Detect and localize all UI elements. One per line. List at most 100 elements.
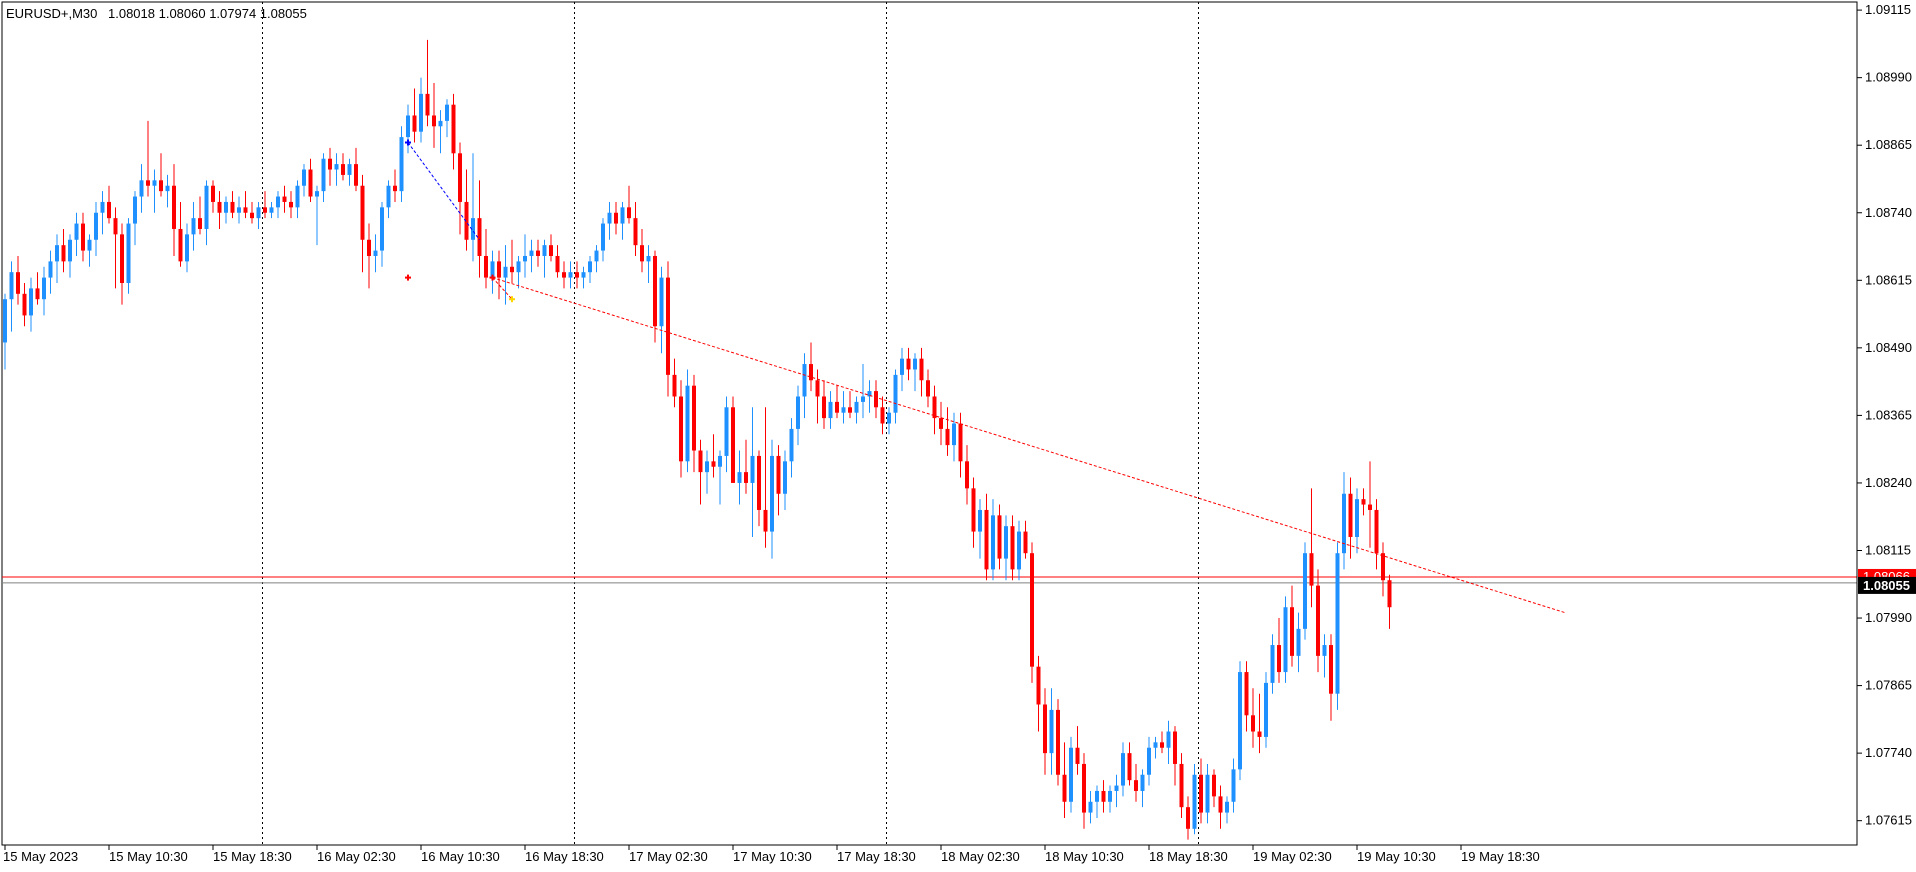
candle[interactable] xyxy=(906,347,911,381)
candle[interactable] xyxy=(802,353,807,419)
candle[interactable] xyxy=(1023,520,1028,559)
candle[interactable] xyxy=(835,385,839,419)
candle[interactable] xyxy=(874,380,878,419)
candle[interactable] xyxy=(848,391,852,419)
candle[interactable] xyxy=(1199,758,1203,824)
candle[interactable] xyxy=(555,245,560,278)
candle[interactable] xyxy=(1160,731,1164,754)
candle[interactable] xyxy=(74,212,79,256)
candle[interactable] xyxy=(984,493,989,581)
candle[interactable] xyxy=(22,283,27,327)
candle[interactable] xyxy=(1387,574,1392,629)
candle[interactable] xyxy=(620,201,625,240)
trade-marker[interactable] xyxy=(489,274,496,281)
candle[interactable] xyxy=(880,396,885,435)
candle[interactable] xyxy=(796,385,800,446)
candle[interactable] xyxy=(679,380,683,478)
candle[interactable] xyxy=(1205,763,1210,824)
candle[interactable] xyxy=(581,266,586,289)
candle[interactable] xyxy=(672,358,677,408)
candle[interactable] xyxy=(646,245,651,283)
candle[interactable] xyxy=(1101,780,1106,813)
candle[interactable] xyxy=(360,174,365,273)
price-axis[interactable]: 1.09115 1.08990 1.08865 1.08740 1.08615 1.084… xyxy=(1856,2,1912,845)
trade-marker[interactable] xyxy=(405,139,411,146)
candle[interactable] xyxy=(991,499,995,581)
candle[interactable] xyxy=(1355,488,1359,554)
candle[interactable] xyxy=(822,380,826,429)
candle[interactable] xyxy=(1303,542,1307,640)
candle[interactable] xyxy=(276,191,280,219)
candle[interactable] xyxy=(919,347,924,397)
candle[interactable] xyxy=(744,439,748,494)
candle[interactable] xyxy=(1179,753,1184,818)
candle[interactable] xyxy=(594,245,599,273)
candle[interactable] xyxy=(373,234,378,273)
candle[interactable] xyxy=(750,407,755,537)
candle[interactable] xyxy=(198,196,202,235)
candle[interactable] xyxy=(1335,542,1340,710)
candle[interactable] xyxy=(3,293,7,370)
candle[interactable] xyxy=(737,450,742,505)
candle[interactable] xyxy=(724,396,729,473)
candle[interactable] xyxy=(861,364,865,419)
candle[interactable] xyxy=(328,147,332,186)
candle[interactable] xyxy=(1030,542,1034,683)
candle[interactable] xyxy=(42,266,46,316)
candle[interactable] xyxy=(1244,661,1249,732)
candle[interactable] xyxy=(282,185,287,213)
candle[interactable] xyxy=(549,234,553,262)
candle[interactable] xyxy=(952,412,956,462)
candle[interactable] xyxy=(289,191,293,219)
candle[interactable] xyxy=(172,164,176,256)
candle[interactable] xyxy=(1251,688,1255,748)
candle[interactable] xyxy=(698,439,703,505)
candle[interactable] xyxy=(393,169,397,202)
candle[interactable] xyxy=(562,261,566,289)
candle[interactable] xyxy=(185,223,189,273)
candle[interactable] xyxy=(471,153,475,262)
candle[interactable] xyxy=(568,261,573,289)
candle[interactable] xyxy=(1374,499,1379,570)
candle[interactable] xyxy=(1238,661,1242,781)
candle[interactable] xyxy=(1322,634,1327,678)
candle[interactable] xyxy=(1296,612,1301,673)
candle[interactable] xyxy=(211,180,215,213)
candle[interactable] xyxy=(432,83,436,148)
candle[interactable] xyxy=(588,255,592,283)
candle[interactable] xyxy=(607,201,612,240)
candle[interactable] xyxy=(341,153,345,181)
candle[interactable] xyxy=(692,374,696,473)
candle[interactable] xyxy=(1173,726,1177,786)
candle[interactable] xyxy=(828,391,833,429)
candle[interactable] xyxy=(510,239,514,283)
candle[interactable] xyxy=(789,418,794,478)
candle[interactable] xyxy=(256,201,261,229)
candle[interactable] xyxy=(269,201,274,219)
candle[interactable] xyxy=(1147,736,1151,786)
candle[interactable] xyxy=(451,93,456,170)
candle[interactable] xyxy=(945,407,950,456)
candle[interactable] xyxy=(1329,634,1333,721)
candle[interactable] xyxy=(146,120,150,197)
candle[interactable] xyxy=(295,180,300,219)
candle[interactable] xyxy=(633,201,638,256)
candle[interactable] xyxy=(887,407,891,435)
candle[interactable] xyxy=(1049,688,1054,775)
candle[interactable] xyxy=(1257,693,1262,754)
candle[interactable] xyxy=(978,499,982,559)
candle[interactable] xyxy=(1095,785,1099,818)
candle[interactable] xyxy=(1017,520,1021,581)
candle[interactable] xyxy=(913,353,917,392)
candle[interactable] xyxy=(815,369,820,424)
candle[interactable] xyxy=(757,450,761,527)
candle[interactable] xyxy=(731,396,735,483)
candle[interactable] xyxy=(893,369,898,424)
candle[interactable] xyxy=(1108,785,1112,813)
candle[interactable] xyxy=(1069,736,1073,813)
candle[interactable] xyxy=(81,212,85,262)
candle[interactable] xyxy=(1309,488,1314,608)
candle[interactable] xyxy=(250,201,254,224)
